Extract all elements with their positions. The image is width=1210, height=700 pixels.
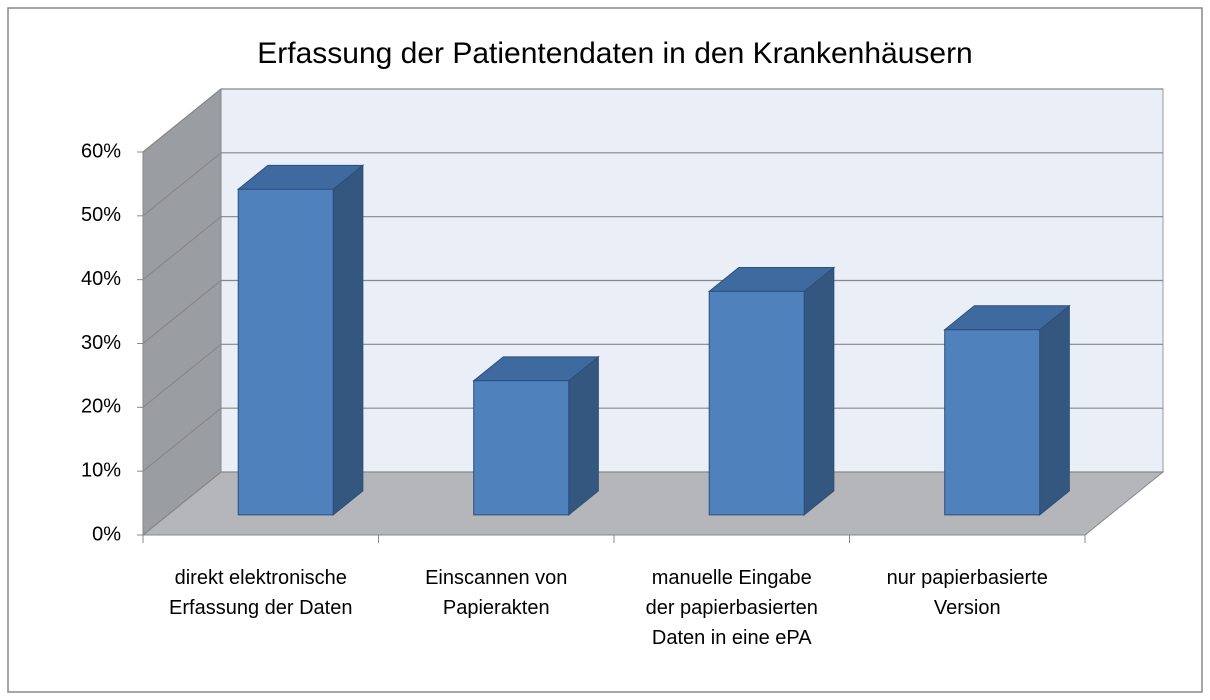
grid-line bbox=[142, 407, 1163, 472]
y-tick-label: 50% bbox=[81, 204, 121, 226]
bar-front bbox=[237, 188, 334, 516]
grid-line bbox=[142, 471, 1163, 536]
bar-front bbox=[473, 380, 570, 516]
y-tick-label: 0% bbox=[92, 523, 121, 545]
grid-line bbox=[142, 88, 1163, 153]
chart-title: Erfassung der Patientendaten in den Kran… bbox=[257, 37, 973, 70]
grid-line bbox=[142, 152, 1163, 217]
bar bbox=[943, 304, 1071, 516]
x-tick-label: nur papierbasierte Version bbox=[886, 567, 1048, 619]
grid-line bbox=[142, 279, 1163, 344]
y-tick-label: 60% bbox=[81, 140, 121, 162]
y-tick-label: 40% bbox=[81, 268, 121, 290]
bar-front bbox=[944, 329, 1041, 516]
bar-side bbox=[803, 266, 835, 516]
x-tick-label: direkt elektronische Erfassung der Daten bbox=[169, 567, 353, 619]
x-tick-label: Einscannen von Papierakten bbox=[425, 567, 568, 619]
grid-line bbox=[142, 216, 1163, 281]
bar-side bbox=[332, 164, 364, 516]
grid-line bbox=[142, 343, 1163, 408]
y-tick-label: 30% bbox=[81, 332, 121, 354]
bar bbox=[707, 266, 836, 516]
x-tick-label: manuelle Eingabe der papierbasierten Dat… bbox=[645, 567, 818, 649]
bar-side bbox=[1039, 304, 1070, 516]
bar-side bbox=[568, 355, 599, 516]
y-tick-label: 20% bbox=[81, 396, 121, 418]
y-tick-label: 10% bbox=[81, 459, 121, 481]
bar bbox=[472, 355, 600, 516]
bar-front bbox=[708, 290, 805, 516]
bar bbox=[236, 164, 365, 516]
